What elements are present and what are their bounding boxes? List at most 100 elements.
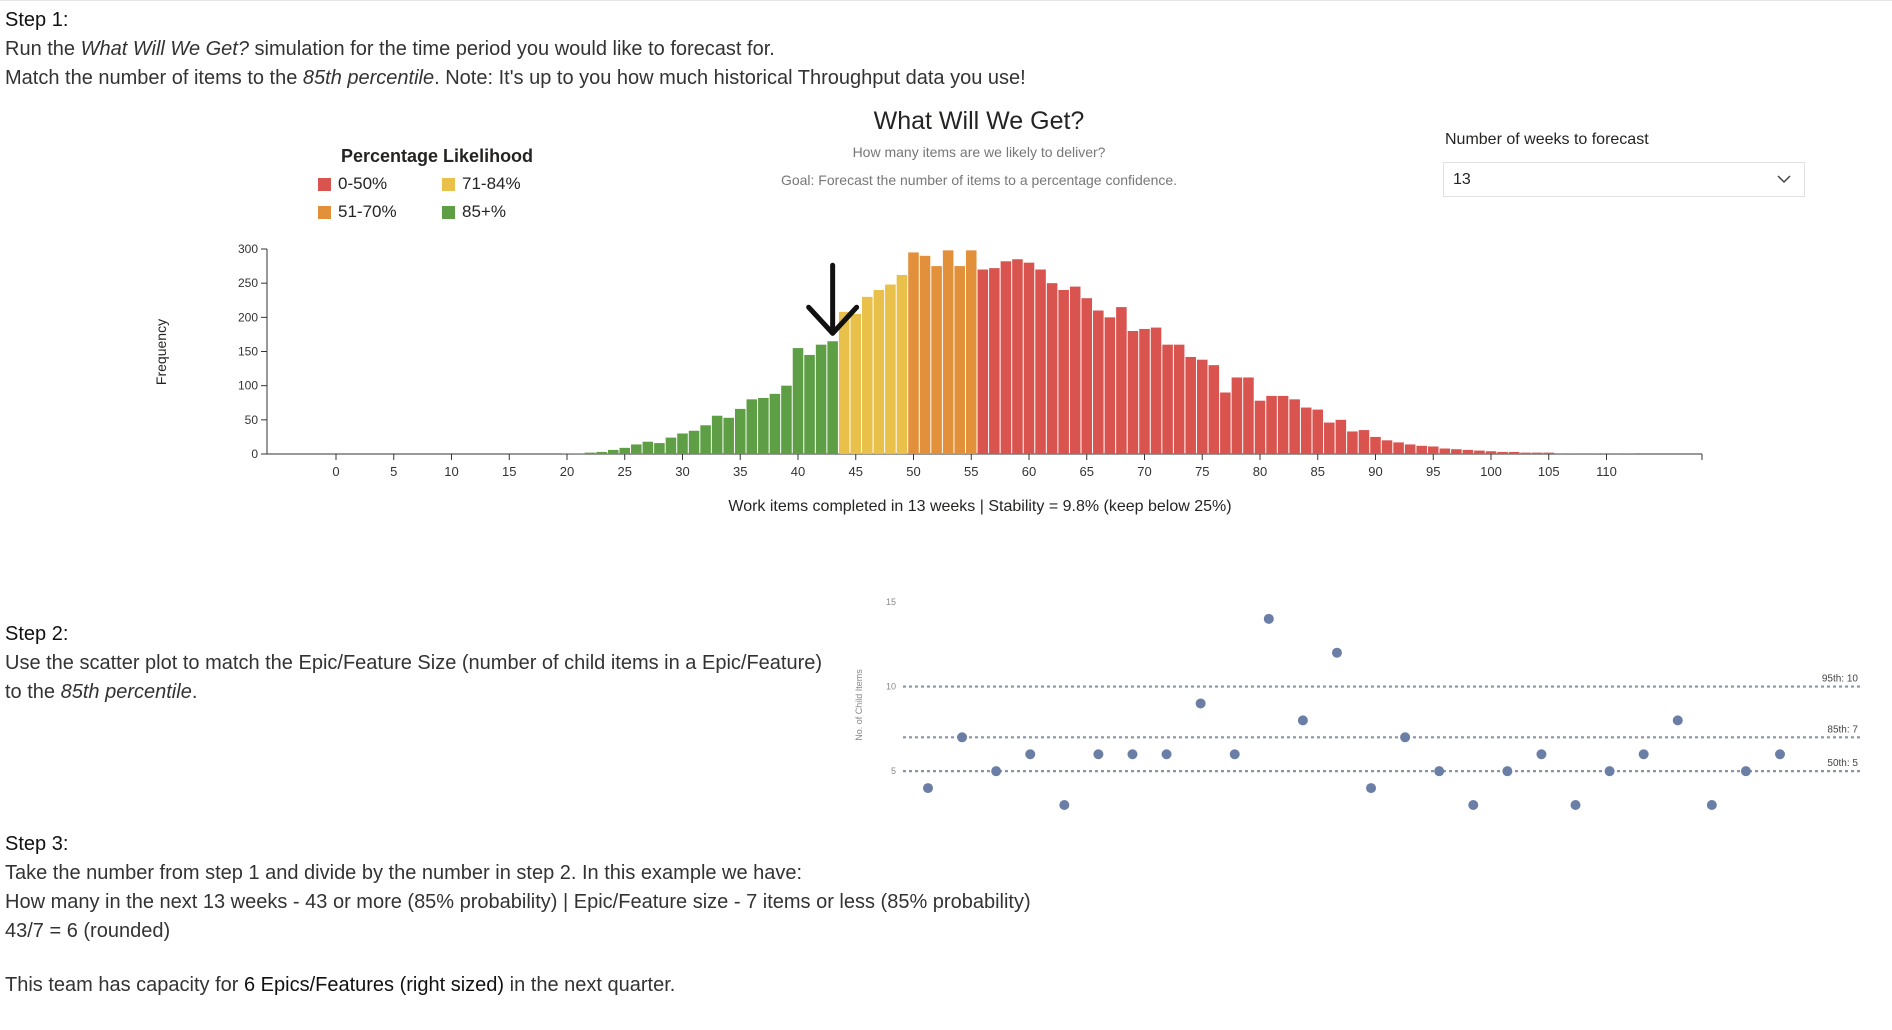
histogram-bar xyxy=(1173,344,1185,454)
scatter-point xyxy=(1400,732,1411,743)
histogram-bar xyxy=(815,344,827,454)
histogram-bar xyxy=(781,385,792,454)
legend-swatch-51-70 xyxy=(318,205,331,219)
histogram-bar xyxy=(1127,331,1139,454)
histogram-bar xyxy=(561,453,573,454)
histogram-bar xyxy=(792,348,804,454)
legend-title: Percentage Likelihood xyxy=(341,146,534,166)
histogram-bar xyxy=(677,433,688,454)
step1-line1: Run the What Will We Get? simulation for… xyxy=(5,35,1026,64)
histogram-bar xyxy=(688,430,700,454)
histogram-bar xyxy=(1000,261,1012,454)
step1-line1-text-a: Run the xyxy=(5,38,81,60)
x-tick-label: 50 xyxy=(906,464,920,479)
legend-swatch-0-50 xyxy=(318,177,331,191)
histogram-bar xyxy=(607,449,619,454)
y-tick-label: 0 xyxy=(251,447,258,461)
histogram-bar xyxy=(1300,407,1312,454)
histogram-bar xyxy=(1069,286,1081,454)
histogram-bar xyxy=(711,415,723,454)
histogram-bar xyxy=(1185,356,1196,454)
histogram-bar xyxy=(1012,259,1023,454)
step2-line2: to the 85th percentile. xyxy=(5,678,822,707)
y-tick-label: 300 xyxy=(238,242,258,256)
y-tick-label: 250 xyxy=(238,276,258,290)
x-tick-label: 60 xyxy=(1022,464,1036,479)
histogram-bar xyxy=(1404,444,1416,454)
capacity-summary: This team has capacity for 6 Epics/Featu… xyxy=(5,974,675,997)
x-axis-title: Work items completed in 13 weeks | Stabi… xyxy=(728,498,1231,515)
scatter-point xyxy=(1502,766,1513,777)
x-tick-label: 110 xyxy=(1596,464,1617,479)
weeks-forecast-dropdown[interactable]: 13 xyxy=(1443,162,1805,197)
histogram-bar xyxy=(1035,269,1046,454)
histogram-bar xyxy=(665,437,677,454)
histogram-bar xyxy=(838,311,850,454)
histogram-bar xyxy=(1451,449,1462,454)
histogram-bar xyxy=(1439,448,1451,454)
y-tick-label: 100 xyxy=(238,379,258,393)
scatter-point xyxy=(1775,749,1785,760)
histogram-bar xyxy=(908,252,919,454)
x-tick-label: 35 xyxy=(733,464,747,479)
histogram-bar xyxy=(769,393,781,454)
scatter-point xyxy=(923,783,933,794)
histogram-bar xyxy=(954,266,965,454)
scatter-point xyxy=(1740,766,1751,777)
x-tick-label: 45 xyxy=(849,464,863,479)
histogram-bar xyxy=(1335,419,1347,454)
scatter-point xyxy=(1366,783,1377,794)
scatter-y-tick-label: 15 xyxy=(886,597,896,607)
scatter-point xyxy=(957,732,968,743)
percentile-label: 50th: 5 xyxy=(1827,758,1858,769)
x-tick-label: 75 xyxy=(1195,464,1209,479)
histogram-title: What Will We Get? xyxy=(873,107,1085,135)
histogram-bar xyxy=(1474,450,1485,454)
chevron-down-icon[interactable] xyxy=(1776,171,1792,187)
scatter-y-tick-label: 10 xyxy=(886,682,896,692)
histogram-bar xyxy=(700,425,711,454)
histogram-bar xyxy=(584,452,596,454)
scatter-y-tick-label: 5 xyxy=(891,766,896,776)
step1-line1-emphasis: What Will We Get? xyxy=(80,38,249,60)
legend-item-0-50[interactable]: 0-50% xyxy=(318,174,387,194)
x-tick-label: 95 xyxy=(1426,464,1440,479)
histogram-bar xyxy=(654,443,665,454)
histogram-bar xyxy=(1081,298,1093,454)
step2-line2-emphasis: 85th percentile xyxy=(60,681,192,703)
step1-block: Step 1: Run the What Will We Get? simula… xyxy=(5,6,1026,93)
x-tick-label: 40 xyxy=(791,464,805,479)
capacity-highlight: 6 Epics/Features (right sized) xyxy=(243,974,505,996)
legend-item-51-70[interactable]: 51-70% xyxy=(318,202,397,222)
scatter-point xyxy=(1570,800,1581,810)
step2-line1: Use the scatter plot to match the Epic/F… xyxy=(5,652,823,674)
histogram-bar xyxy=(885,284,896,454)
histogram-bar xyxy=(1196,359,1208,454)
scatter-point xyxy=(1536,749,1547,760)
histogram-bar xyxy=(1254,400,1266,454)
scatter-point xyxy=(1127,749,1138,760)
histogram-bar xyxy=(1520,452,1531,454)
histogram-bar xyxy=(977,269,989,454)
legend-item-85-plus[interactable]: 85+% xyxy=(442,202,506,222)
x-tick-label: 85 xyxy=(1311,464,1325,479)
histogram-bar xyxy=(862,296,873,454)
step3-line1: Take the number from step 1 and divide b… xyxy=(5,862,803,884)
step3-block: Step 3: Take the number from step 1 and … xyxy=(5,830,1031,946)
histogram-bar xyxy=(573,453,584,454)
histogram-bar xyxy=(1208,365,1220,454)
histogram-bar xyxy=(1485,451,1497,454)
scatter-point xyxy=(1229,749,1240,760)
histogram-bar xyxy=(1589,453,1601,454)
step2-title: Step 2: xyxy=(5,623,69,645)
histogram-bar xyxy=(1116,307,1127,454)
capacity-text-a: This team has capacity for xyxy=(5,974,244,996)
legend-item-71-84[interactable]: 71-84% xyxy=(442,174,521,194)
y-tick-label: 50 xyxy=(245,413,259,427)
y-tick-label: 200 xyxy=(238,310,258,324)
histogram-bar xyxy=(1312,409,1324,454)
histogram-bar xyxy=(989,268,1000,454)
histogram-bar xyxy=(1416,445,1427,454)
histogram-bar xyxy=(1370,436,1381,454)
histogram-bar xyxy=(1543,452,1555,454)
